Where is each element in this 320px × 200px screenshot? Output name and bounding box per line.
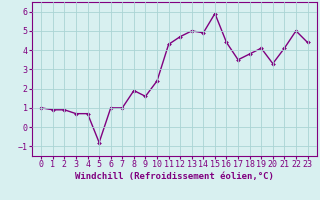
X-axis label: Windchill (Refroidissement éolien,°C): Windchill (Refroidissement éolien,°C) xyxy=(75,172,274,181)
